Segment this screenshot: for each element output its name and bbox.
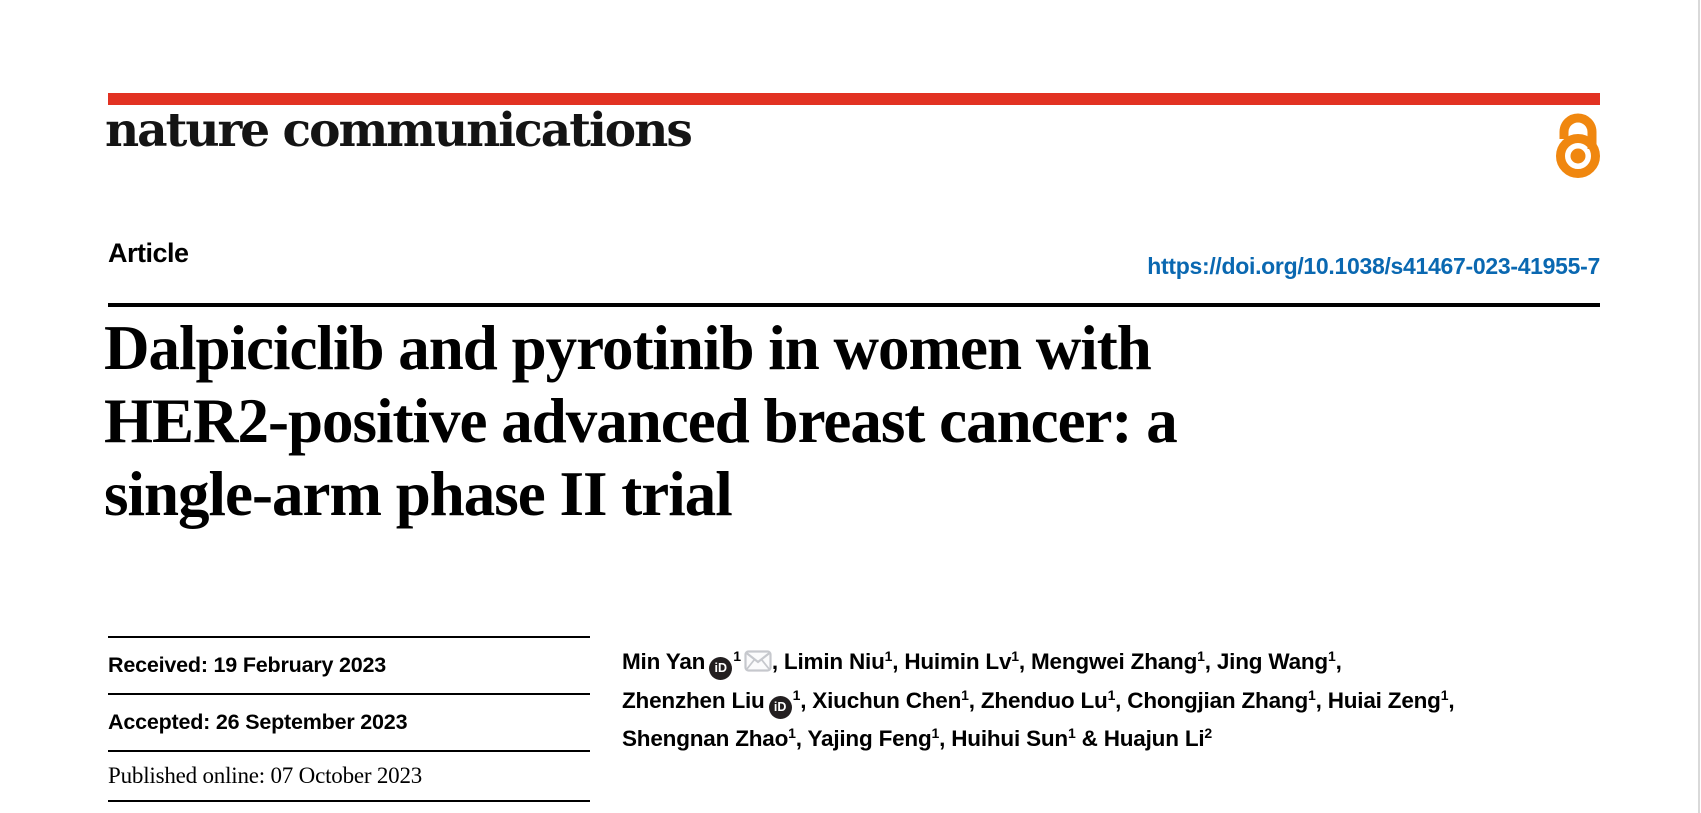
- author-superscript: 1: [1197, 648, 1205, 664]
- author-name: Jing Wang: [1216, 649, 1328, 674]
- author-name: Min Yan: [622, 649, 706, 674]
- author-superscript: 1: [1440, 687, 1449, 703]
- email-icon[interactable]: [744, 647, 772, 683]
- author-name: Zhenzhen Liu: [622, 688, 765, 713]
- author-line: Zhenzhen Liu iD1, Xiuchun Chen1, Zhenduo …: [622, 683, 1542, 721]
- author-superscript: 1: [788, 725, 796, 741]
- article-type-label: Article: [108, 238, 189, 268]
- history-row: Accepted: 26 September 2023: [108, 693, 590, 750]
- author-superscript: 1: [884, 648, 893, 664]
- open-access-icon: [1554, 106, 1602, 185]
- author-name: Huimin Lv: [904, 649, 1012, 674]
- journal-logo: nature communications: [105, 103, 693, 158]
- author-superscript: 1: [1327, 648, 1336, 664]
- article-title-line1: Dalpiciclib and pyrotinib in women with: [104, 313, 1152, 383]
- author-superscript: 1: [792, 687, 801, 703]
- author-superscript: 1: [1107, 687, 1116, 703]
- article-title: Dalpiciclib and pyrotinib in women with …: [104, 312, 1544, 531]
- author-name: Huajun Li: [1103, 726, 1205, 751]
- author-list: Min Yan iD1, Limin Niu1, Huimin Lv1, Meng…: [622, 644, 1542, 759]
- author-name: Yajing Feng: [807, 726, 932, 751]
- article-history: Received: 19 February 2023 Accepted: 26 S…: [108, 636, 590, 802]
- header-rule: [108, 303, 1600, 307]
- author-name: Limin Niu: [783, 649, 885, 674]
- orcid-icon[interactable]: iD: [709, 657, 733, 680]
- author-superscript: 1: [961, 687, 969, 703]
- author-line: Shengnan Zhao1, Yajing Feng1, Huihui Sun…: [622, 725, 1213, 751]
- author-superscript: 1: [733, 648, 741, 664]
- author-superscript: 1: [1308, 687, 1316, 703]
- journal-accent-bar: [108, 93, 1600, 105]
- author-name: Mengwei Zhang: [1031, 649, 1198, 674]
- history-row: Received: 19 February 2023: [108, 636, 590, 693]
- author-superscript: 2: [1204, 725, 1213, 741]
- doi-link[interactable]: https://doi.org/10.1038/s41467-023-41955…: [1147, 253, 1600, 279]
- author-name: Shengnan Zhao: [622, 726, 789, 751]
- author-name: Huihui Sun: [951, 726, 1068, 751]
- article-title-line2: HER2-positive advanced breast cancer: a: [104, 386, 1178, 456]
- author-superscript: 1: [931, 725, 940, 741]
- author-name: Zhenduo Lu: [980, 688, 1108, 713]
- author-superscript: 1: [1011, 648, 1019, 664]
- author-superscript: 1: [1067, 725, 1076, 741]
- orcid-icon[interactable]: iD: [768, 696, 792, 719]
- author-line: Min Yan iD1, Limin Niu1, Huimin Lv1, Meng…: [622, 644, 1542, 683]
- author-name: Chongjian Zhang: [1127, 688, 1309, 713]
- page-right-edge: [1698, 0, 1700, 813]
- article-title-line3: single-arm phase II trial: [104, 459, 733, 529]
- author-name: Xiuchun Chen: [812, 688, 962, 713]
- history-row: Published online: 07 October 2023: [108, 750, 590, 800]
- author-name: Huiai Zeng: [1327, 688, 1441, 713]
